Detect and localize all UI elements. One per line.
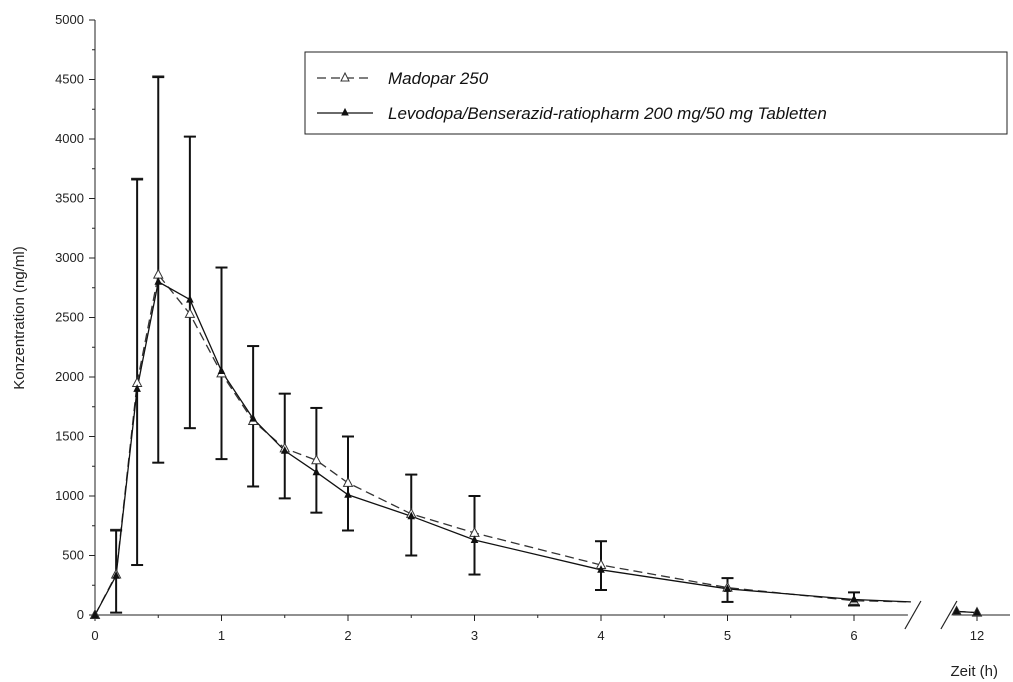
y-tick-label: 3500 [55, 191, 84, 206]
data-point-levodopa [154, 277, 163, 285]
data-point-levodopa [217, 366, 226, 375]
y-axis-title: Konzentration (ng/ml) [11, 246, 28, 389]
data-point-madopar [152, 268, 164, 279]
y-tick-label: 2500 [55, 310, 84, 325]
x-tick-label: 2 [344, 628, 351, 643]
data-point-levodopa [344, 490, 352, 498]
x-tick-label: 12 [970, 628, 984, 643]
data-point-levodopa [723, 584, 732, 592]
data-point-levodopa [249, 414, 257, 422]
legend-marker-levodopa [341, 107, 349, 116]
tick-labels: 0 500 1000 1500 2000 2500 3000 3500 4000 4500 5000… [55, 12, 984, 643]
x-tick-label: 1 [218, 628, 225, 643]
series-line-right-1 [956, 610, 978, 614]
legend-label-levodopa: Levodopa/Benserazid-ratiopharm 200 mg/50… [388, 104, 827, 123]
x-axis-title: Zeit (h) [950, 663, 998, 680]
data-point-levodopa [973, 608, 981, 616]
data-point-madopar [311, 454, 322, 465]
data-point-levodopa [407, 511, 416, 520]
y-tick-label: 5000 [55, 12, 84, 27]
axes [89, 19, 1010, 630]
data-point-levodopa [186, 295, 194, 303]
data-point-madopar [342, 476, 354, 487]
legend-box [304, 51, 1008, 135]
y-tick-label: 2000 [55, 369, 84, 384]
y-tick-label: 0 [77, 607, 84, 622]
axis-break-mark-0 [904, 600, 922, 630]
legend: Madopar 250 Levodopa/Benserazid-ratiopha… [304, 51, 1008, 135]
data-point-levodopa [952, 606, 961, 615]
series-markers [89, 268, 983, 619]
axis-break-mark-1 [940, 600, 958, 630]
legend-marker-madopar [340, 71, 350, 82]
data-point-levodopa [112, 571, 120, 579]
y-tick-label: 4500 [55, 72, 84, 87]
x-tick-label: 0 [91, 628, 98, 643]
series-lines [94, 273, 978, 616]
data-point-levodopa [850, 594, 858, 603]
data-point-levodopa [312, 467, 321, 476]
series-line-1 [94, 280, 911, 616]
legend-label-madopar: Madopar 250 [388, 69, 489, 88]
x-tick-label: 3 [471, 628, 478, 643]
x-tick-label: 5 [724, 628, 731, 643]
error-bars [110, 75, 860, 614]
y-tick-label: 1500 [55, 429, 84, 444]
data-point-levodopa [597, 565, 605, 573]
y-tick-label: 500 [62, 548, 84, 563]
x-tick-label: 4 [597, 628, 604, 643]
data-point-levodopa [280, 446, 289, 454]
x-tick-label: 6 [850, 628, 857, 643]
data-point-levodopa [133, 384, 141, 392]
y-tick-label: 1000 [55, 488, 84, 503]
data-point-madopar [184, 307, 196, 318]
data-point-levodopa [91, 610, 99, 618]
y-tick-label: 4000 [55, 131, 84, 146]
series-line-0 [94, 273, 911, 616]
data-point-levodopa [470, 535, 479, 544]
y-tick-label: 3000 [55, 250, 84, 265]
